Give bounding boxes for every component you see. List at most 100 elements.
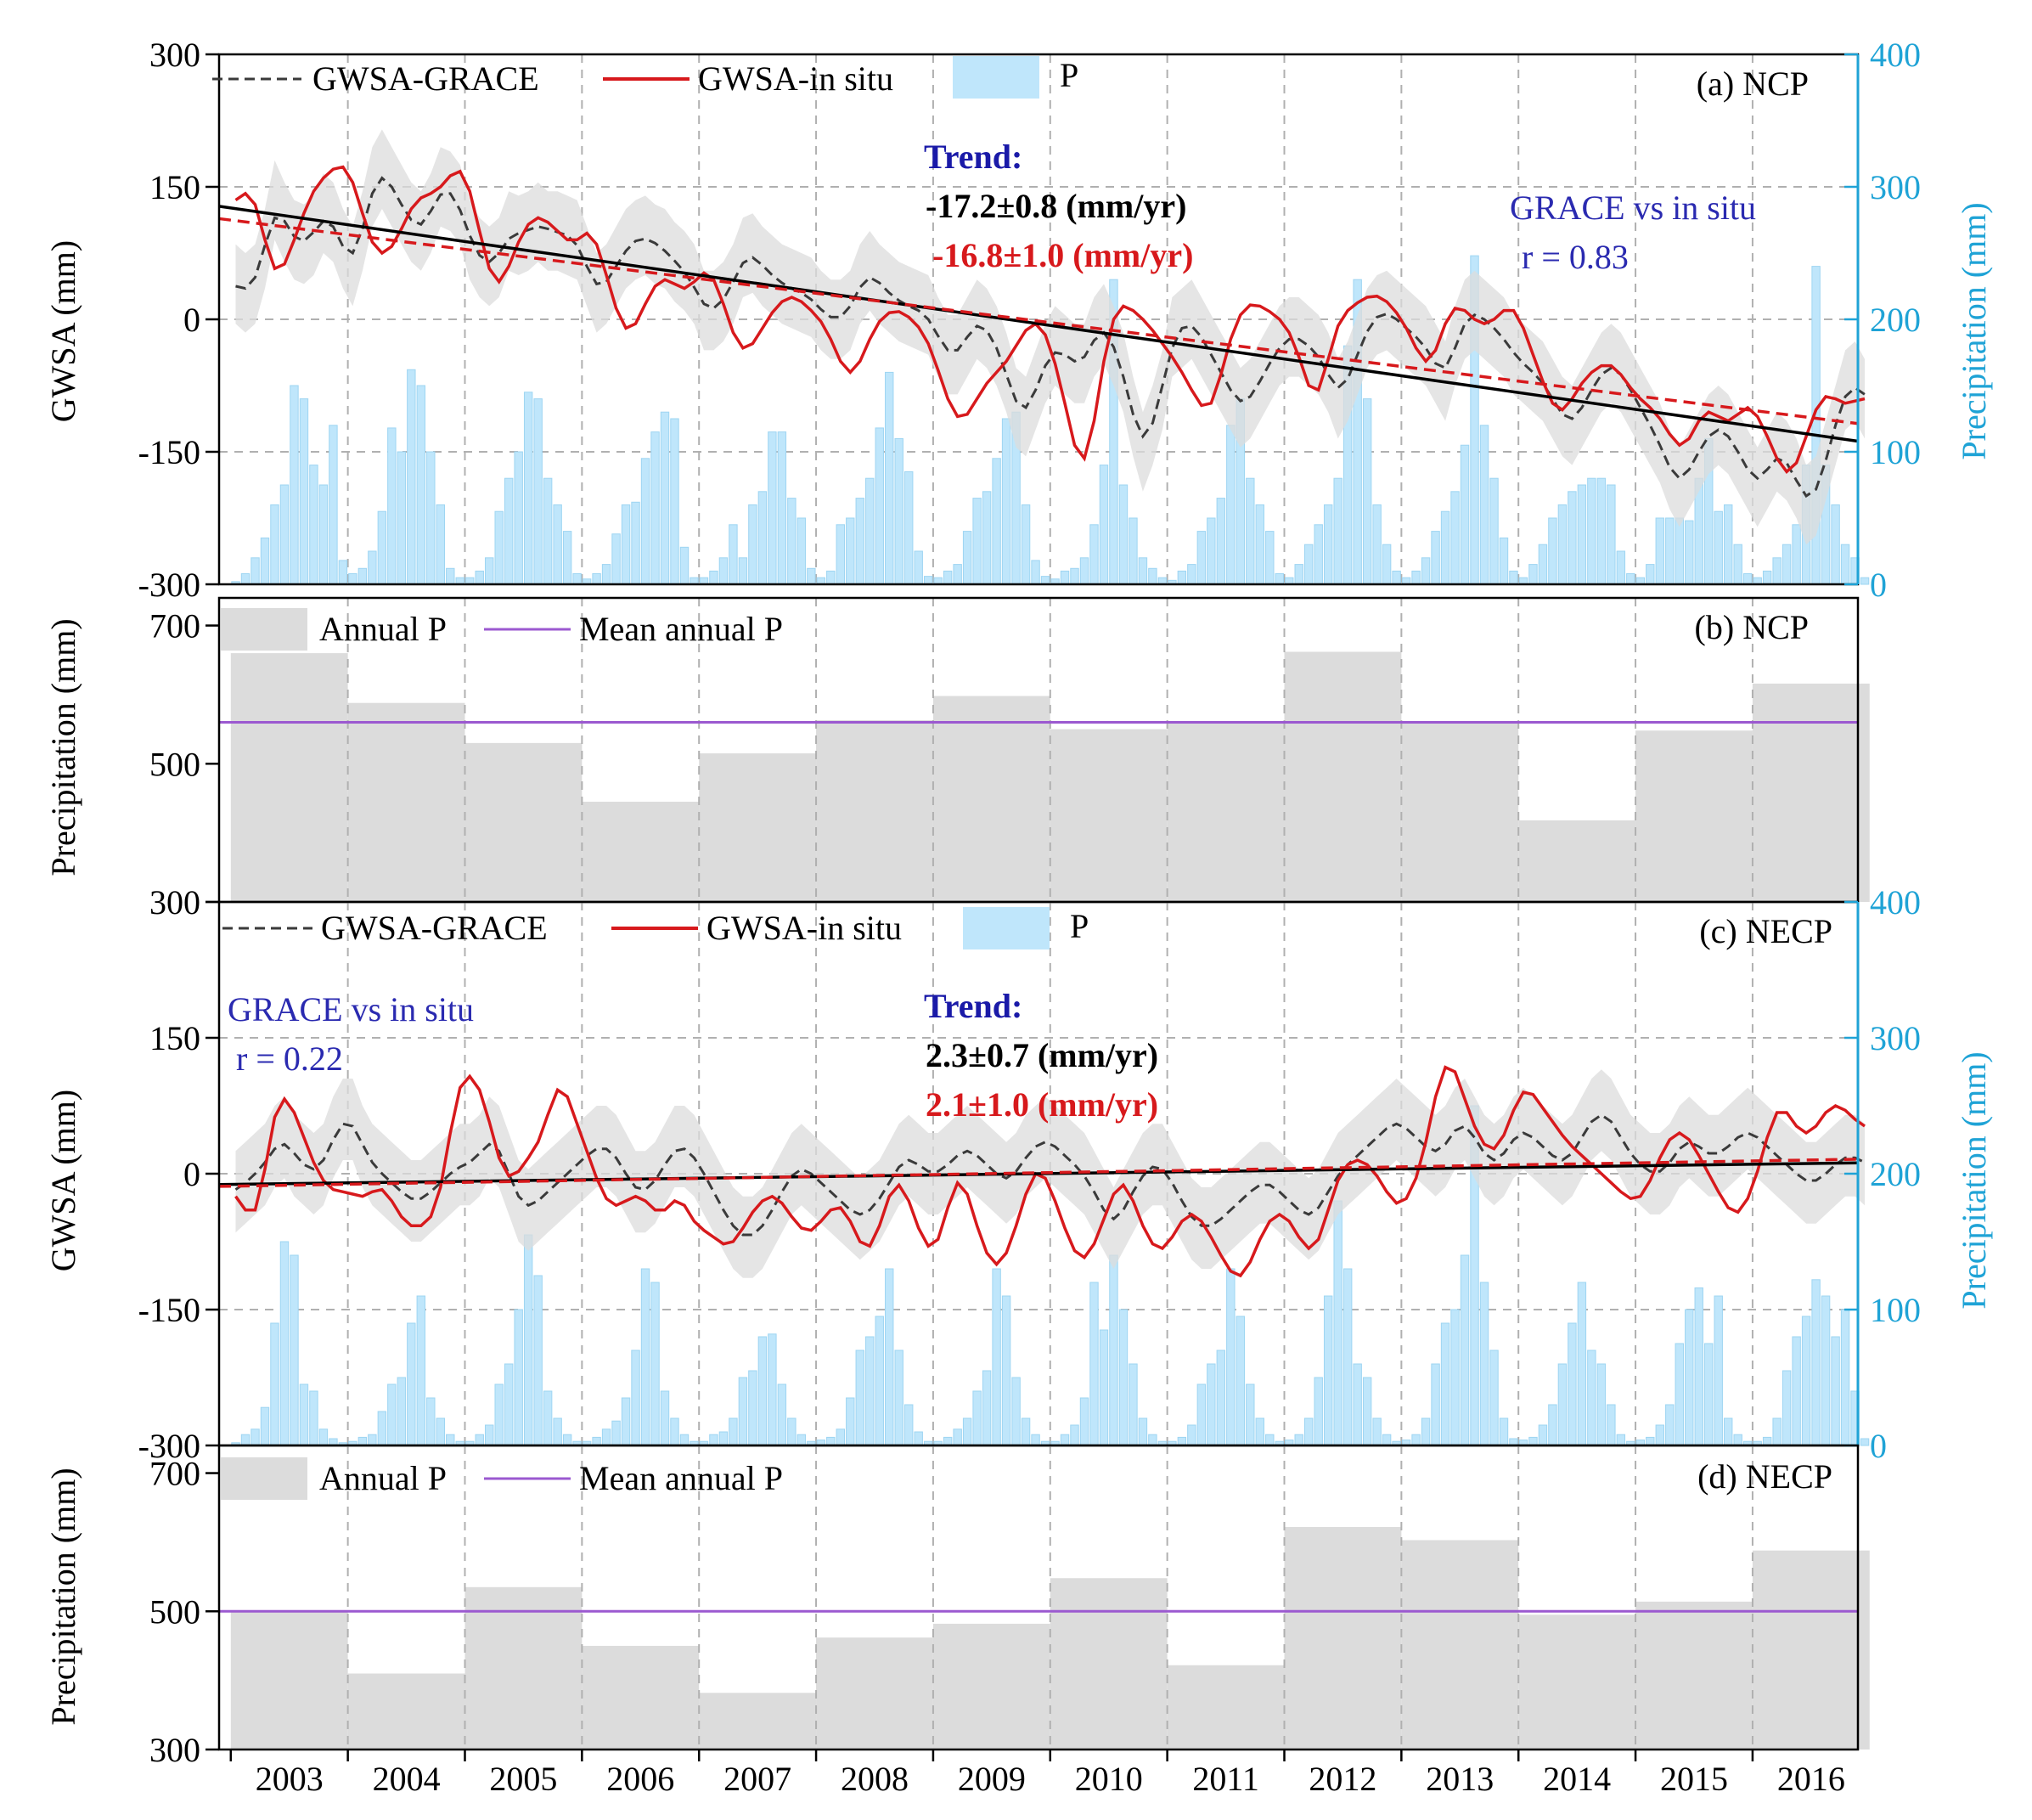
precip-bar: [1070, 567, 1079, 585]
precip-bar: [1129, 1363, 1138, 1446]
precip-bar: [1587, 477, 1596, 585]
precip-bar: [670, 418, 679, 585]
precip-bar: [1196, 531, 1207, 585]
precip-bar: [1431, 531, 1440, 585]
precip-bar: [553, 504, 562, 585]
precip-bar: [836, 524, 846, 585]
precip-bar: [807, 567, 816, 585]
series-gwsa-insitu: [234, 165, 1866, 474]
precip-bar: [377, 1411, 387, 1446]
panel-d-plot-area: 700 500 300: [149, 1444, 1870, 1769]
precip-bar: [1001, 418, 1011, 585]
precip-bar: [914, 1431, 923, 1446]
precip-bar: [1353, 1363, 1362, 1446]
annual-bar-2016: [1752, 1550, 1870, 1750]
annual-bar-2015: [1635, 730, 1753, 902]
precip-bar: [1382, 544, 1392, 585]
precip-bar: [757, 491, 768, 585]
precip-bar: [368, 1434, 377, 1446]
precip-bar: [1596, 477, 1607, 585]
precip-bar: [894, 1350, 903, 1446]
precip-bar: [1362, 398, 1372, 585]
precip-bar: [416, 385, 426, 585]
annual-bar-2010: [1050, 1578, 1168, 1750]
y-tick-label: 700: [149, 607, 200, 645]
precip-bar: [1557, 1363, 1568, 1446]
x-tick-label-2013: 2013: [1426, 1760, 1494, 1798]
precip-bar: [1665, 517, 1675, 585]
precip-bar: [846, 517, 855, 585]
precip-bar: [846, 1397, 855, 1446]
y2-tick-label: 0: [1870, 1427, 1887, 1465]
precip-bar: [1246, 477, 1255, 585]
precip-bar: [1196, 1383, 1207, 1446]
annual-bar-2003: [230, 653, 348, 902]
precip-bar: [875, 1316, 884, 1446]
precip-bar: [1616, 1434, 1626, 1446]
precip-bar: [1187, 564, 1196, 585]
annual-bar-2003: [230, 1611, 348, 1750]
precip-bar: [1440, 1322, 1450, 1446]
precip-bar: [357, 567, 368, 585]
precip-bar: [1304, 1417, 1314, 1446]
legend-annual-swatch: [221, 608, 307, 651]
precip-bar: [1099, 465, 1109, 585]
precip-bar: [943, 1436, 953, 1446]
precip-bar: [485, 557, 494, 585]
precip-bar: [1782, 1370, 1792, 1446]
precip-bar: [1548, 1404, 1557, 1446]
y2-tick-label: 0: [1870, 566, 1887, 604]
precip-bar: [1607, 484, 1616, 585]
legend-mean-label: Mean annual P: [579, 610, 783, 648]
precip-bar: [1372, 1417, 1382, 1446]
precip-bar: [309, 1390, 318, 1446]
precip-bar: [523, 1234, 533, 1446]
precip-bar: [416, 1295, 426, 1446]
precip-bar: [1714, 1295, 1723, 1446]
precip-bar: [738, 557, 748, 585]
precip-bar: [309, 465, 318, 585]
precip-bar: [299, 398, 309, 585]
precip-bar: [1450, 491, 1460, 585]
y2-tick-label: 400: [1870, 36, 1921, 74]
precip-bar: [1489, 1350, 1499, 1446]
precip-bar: [514, 1309, 523, 1446]
precip-bar: [1040, 576, 1050, 585]
legend-grace-label: GWSA-GRACE: [312, 59, 539, 98]
precip-bar: [387, 1383, 397, 1446]
panel-c-plot-area: 150 0 -150 -300 400 300 200 100 0: [138, 883, 1921, 1465]
precip-bar: [543, 477, 553, 585]
precip-bar: [1626, 573, 1635, 585]
precip-bar: [592, 1436, 601, 1446]
y-tick-label: 300: [149, 1731, 200, 1769]
precip-bar: [1001, 1295, 1011, 1446]
precip-bar: [1333, 477, 1342, 585]
panel-a-ncp-gwsa: 300 150 0 -150 -300 400 300 200 100 0 GWSA-GRACE …: [44, 36, 1993, 604]
precip-bar: [640, 1268, 650, 1446]
precip-bar: [1089, 1282, 1099, 1446]
annual-bar-2008: [816, 1637, 933, 1750]
precip-bar: [562, 1434, 572, 1446]
precip-bar: [250, 1428, 260, 1446]
precip-bar: [1646, 564, 1655, 585]
precip-bar: [679, 546, 690, 585]
panel-d-legend: Annual P Mean annual P: [221, 1457, 783, 1500]
trend-line-insitu: [218, 217, 1859, 425]
panel-b-ncp-annual: 700 500 300 Annual P Mean annual P (b) NCP…: [44, 596, 1870, 921]
y-tick-label: 500: [149, 745, 200, 783]
precip-bar: [748, 504, 757, 585]
y-tick-label: 500: [149, 1592, 200, 1631]
precip-bar: [650, 431, 660, 585]
precip-bar: [348, 573, 357, 585]
annual-bar-2006: [582, 1645, 700, 1750]
legend-annual-swatch-d: [221, 1457, 307, 1500]
precip-bar: [777, 1383, 787, 1446]
y-tick-label: -300: [138, 566, 200, 604]
y-tick-label: 150: [149, 168, 200, 206]
trend-line-grace: [218, 205, 1859, 443]
precip-bar: [1177, 1436, 1187, 1446]
panel-c-corr-r: r = 0.22: [236, 1040, 343, 1078]
precip-bar: [318, 484, 329, 585]
precip-bar: [650, 1282, 660, 1446]
precip-bar: [1772, 1417, 1782, 1446]
